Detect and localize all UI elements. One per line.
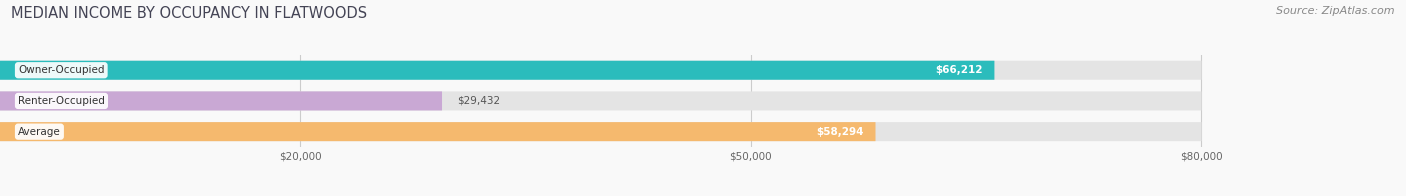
Text: $58,294: $58,294 [815, 127, 863, 137]
FancyBboxPatch shape [0, 61, 1202, 80]
Text: Source: ZipAtlas.com: Source: ZipAtlas.com [1277, 6, 1395, 16]
FancyBboxPatch shape [0, 61, 994, 80]
FancyBboxPatch shape [0, 122, 1202, 141]
Text: Average: Average [18, 127, 60, 137]
FancyBboxPatch shape [0, 91, 441, 111]
Text: MEDIAN INCOME BY OCCUPANCY IN FLATWOODS: MEDIAN INCOME BY OCCUPANCY IN FLATWOODS [11, 6, 367, 21]
Text: Renter-Occupied: Renter-Occupied [18, 96, 105, 106]
Text: $66,212: $66,212 [935, 65, 983, 75]
FancyBboxPatch shape [0, 122, 876, 141]
Text: $29,432: $29,432 [457, 96, 501, 106]
FancyBboxPatch shape [0, 91, 1202, 111]
Text: Owner-Occupied: Owner-Occupied [18, 65, 104, 75]
